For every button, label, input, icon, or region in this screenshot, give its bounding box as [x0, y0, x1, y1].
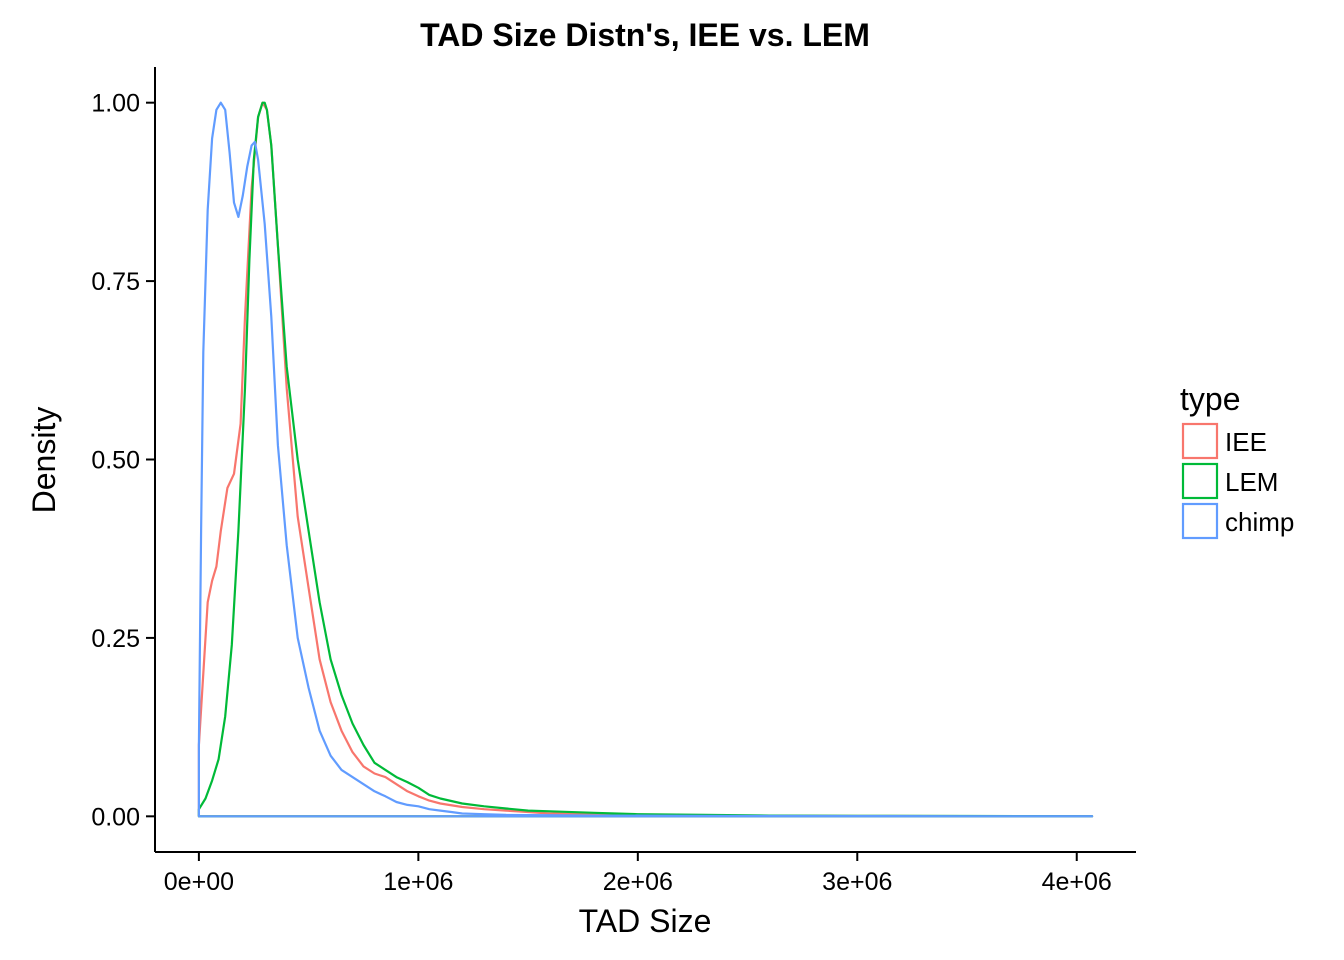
x-tick-label: 1e+06 — [383, 868, 453, 896]
legend-items: IEE LEM chimp — [1181, 422, 1294, 540]
legend-key-chimp — [1181, 502, 1219, 540]
legend-label-chimp: chimp — [1225, 507, 1294, 537]
x-tick-label: 4e+06 — [1042, 868, 1112, 896]
series-line-chimp — [197, 101, 1094, 818]
x-axis-title: TAD Size — [579, 903, 712, 939]
y-tick-label: 0.75 — [91, 268, 140, 296]
y-tick-label: 0.50 — [91, 447, 140, 475]
legend-key-lem — [1181, 462, 1219, 500]
x-tick-label: 2e+06 — [603, 868, 673, 896]
y-tick-label: 1.00 — [91, 90, 140, 118]
y-tick-label: 0.00 — [91, 803, 140, 831]
legend-title: type — [1180, 381, 1240, 417]
y-tick-label: 0.25 — [91, 625, 140, 653]
chart-title: TAD Size Distn's, IEE vs. LEM — [420, 17, 870, 53]
legend-label-lem: LEM — [1225, 467, 1278, 497]
series-lines — [197, 101, 1094, 818]
legend: type IEE LEM chimp — [1180, 381, 1294, 540]
legend-label-iee: IEE — [1225, 427, 1267, 457]
y-axis-title: Density — [26, 407, 62, 514]
x-axis-ticks: 0e+00 1e+06 2e+06 3e+06 4e+06 — [164, 852, 1112, 896]
x-tick-label: 0e+00 — [164, 868, 234, 896]
y-axis-ticks: 0.00 0.25 0.50 0.75 1.00 — [91, 90, 155, 831]
x-tick-label: 3e+06 — [822, 868, 892, 896]
legend-key-iee — [1181, 422, 1219, 460]
series-line-lem — [197, 101, 1094, 818]
